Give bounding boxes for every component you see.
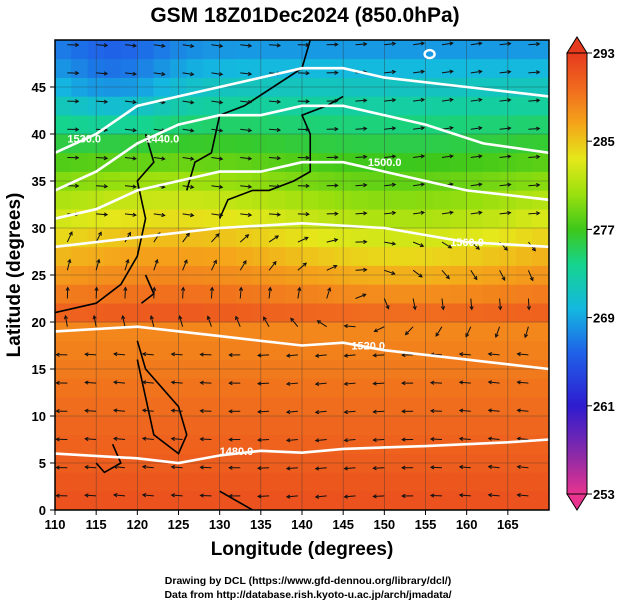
y-tick-label: 25 <box>32 268 46 283</box>
x-tick-label: 115 <box>86 517 107 532</box>
contour-label: 1560.0 <box>450 237 484 249</box>
y-tick-label: 15 <box>32 362 46 377</box>
x-tick-label: 125 <box>168 517 190 532</box>
x-tick-label: 135 <box>250 517 272 532</box>
x-tick-label: 160 <box>456 517 478 532</box>
x-tick-label: 140 <box>291 517 313 532</box>
plot-area: 1530.0 1440.0 1500.0 1560.0 1520.0 1480.0 <box>55 40 549 510</box>
x-tick-label: 150 <box>373 517 395 532</box>
x-axis-label: Longitude (degrees) <box>211 539 394 560</box>
contour-line <box>55 160 549 220</box>
y-tick-label: 5 <box>39 456 46 471</box>
x-tick-label: 155 <box>415 517 437 532</box>
chart-title: GSM 18Z01Dec2024 (850.0hPa) <box>150 4 459 27</box>
grid-lines <box>55 40 549 510</box>
colorbar-label: 293 <box>593 46 615 61</box>
temperature-field <box>55 40 549 510</box>
colorbar: 293 285 277 269 261 253 <box>566 36 615 511</box>
x-tick-label: 120 <box>126 517 148 532</box>
contour-line <box>55 104 549 192</box>
contour-line <box>55 438 549 465</box>
y-tick-label: 20 <box>32 315 46 330</box>
contour-line <box>423 48 436 60</box>
x-axis: 110 115 120 125 130 135 140 145 150 155 160 165 <box>45 510 519 532</box>
contour-line <box>55 221 549 249</box>
y-tick-label: 35 <box>32 174 46 189</box>
contour-label: 1440.0 <box>146 134 180 146</box>
x-tick-label: 145 <box>332 517 354 532</box>
contour-label: 1520.0 <box>351 341 385 353</box>
credit-drawing: Drawing by DCL (https://www.gfd-dennou.o… <box>165 575 451 587</box>
colorbar-label: 253 <box>593 487 615 502</box>
contour-label: 1480.0 <box>220 446 254 458</box>
y-tick-label: 40 <box>32 127 46 142</box>
y-tick-label: 0 <box>39 503 46 518</box>
credit-data: Data from http://database.rish.kyoto-u.a… <box>164 589 451 601</box>
y-axis: 0 5 10 15 20 25 30 35 40 45 <box>32 80 55 518</box>
x-tick-label: 165 <box>497 517 519 532</box>
colorbar-label: 277 <box>593 222 615 237</box>
height-contours: 1530.0 1440.0 1500.0 1560.0 1520.0 1480.0 <box>55 48 549 465</box>
contour-label: 1530.0 <box>67 134 101 146</box>
colorbar-label: 285 <box>593 134 615 149</box>
y-tick-label: 10 <box>32 409 46 424</box>
streamlines <box>55 41 541 499</box>
y-tick-label: 45 <box>32 80 46 95</box>
contour-label: 1500.0 <box>368 157 402 169</box>
contour-line <box>55 66 549 154</box>
colorbar-label: 261 <box>593 399 615 414</box>
colorbar-label: 269 <box>593 311 615 326</box>
y-axis-label: Latitude (degrees) <box>4 193 25 358</box>
y-tick-label: 30 <box>32 221 46 236</box>
contour-line <box>55 325 549 371</box>
x-tick-label: 130 <box>209 517 231 532</box>
x-tick-label: 110 <box>45 517 66 532</box>
